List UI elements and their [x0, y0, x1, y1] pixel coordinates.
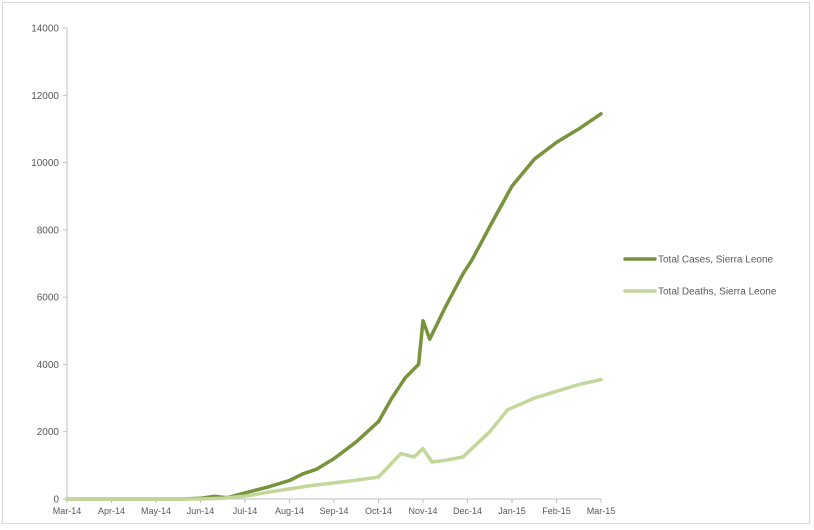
y-tick-label: 10000: [31, 158, 59, 169]
y-tick-label: 8000: [37, 225, 60, 236]
x-tick-label: Mar-15: [587, 506, 616, 516]
x-tick-label: Nov-14: [408, 506, 437, 516]
legend: Total Cases, Sierra Leone Total Deaths, S…: [623, 255, 777, 298]
legend-label-total-cases: Total Cases, Sierra Leone: [658, 255, 774, 266]
y-tick-label: 2000: [37, 427, 60, 438]
x-tick-label: Mar-14: [53, 506, 82, 516]
series-lines: [65, 112, 603, 501]
x-tick-label: Dec-14: [453, 506, 482, 516]
x-tick-label: Feb-15: [542, 506, 571, 516]
x-tick-label: Aug-14: [275, 506, 304, 516]
x-tick-label: Jan-15: [498, 506, 526, 516]
x-tick-label: Sep-14: [319, 506, 348, 516]
chart-frame: 0 2000 4000 6000 8000 10000 12000 14000 Mar-14 A…: [2, 2, 810, 524]
y-tick-label: 0: [53, 495, 59, 506]
x-tick-label: May-14: [141, 506, 171, 516]
y-tick-label: 12000: [31, 91, 59, 102]
legend-label-total-deaths: Total Deaths, Sierra Leone: [658, 287, 777, 298]
x-tick-label: Jul-14: [233, 506, 258, 516]
y-axis: 0 2000 4000 6000 8000 10000 12000 14000: [31, 24, 68, 506]
x-tick-label: Oct-14: [365, 506, 392, 516]
line-chart: 0 2000 4000 6000 8000 10000 12000 14000 Mar-14 A…: [31, 24, 777, 517]
y-tick-label: 14000: [31, 24, 59, 35]
series-line-total-deaths: [65, 377, 603, 501]
y-tick-label: 6000: [37, 293, 60, 304]
x-tick-label: Apr-14: [98, 506, 125, 516]
y-tick-label: 4000: [37, 360, 60, 371]
x-axis: Mar-14 Apr-14 May-14 Jun-14 Jul-14 Aug-14 Sep-…: [53, 498, 616, 516]
x-tick-label: Jun-14: [187, 506, 215, 516]
series-line-total-cases: [65, 112, 603, 501]
